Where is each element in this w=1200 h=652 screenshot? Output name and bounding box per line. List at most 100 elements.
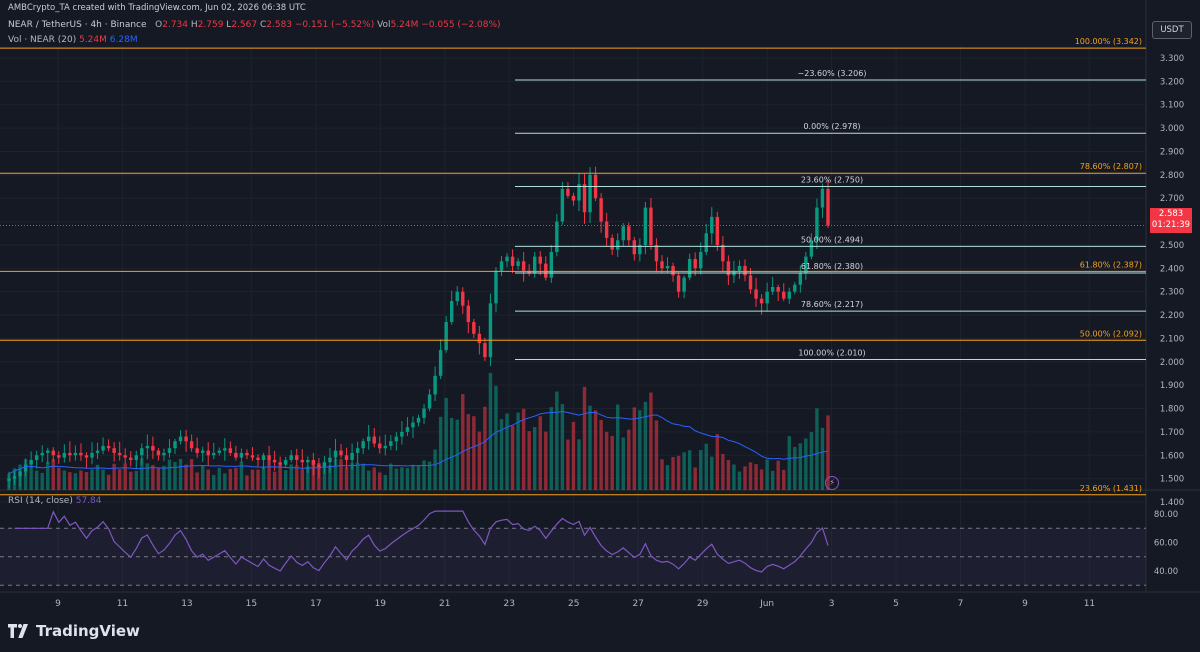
- candle-body: [378, 443, 382, 449]
- rsi-tick-label: 60.00: [1154, 539, 1178, 549]
- candle-body: [494, 270, 498, 304]
- y-tick-label: 1.900: [1160, 381, 1184, 391]
- candle-body: [84, 455, 89, 458]
- candle-body: [571, 195, 576, 201]
- volume-bar: [223, 473, 227, 490]
- volume-bar: [793, 447, 797, 490]
- candle-body: [272, 459, 277, 463]
- volume-bar: [472, 416, 476, 490]
- candle-body: [544, 263, 548, 278]
- volume-bar: [250, 469, 255, 490]
- volume-bar: [295, 465, 299, 490]
- volume-bar: [649, 392, 653, 490]
- candle-body: [549, 251, 554, 278]
- candle-body: [427, 394, 432, 409]
- volume-bar: [389, 463, 393, 490]
- fib-label-orange: 23.60% (1.431): [1080, 484, 1142, 493]
- currency-button[interactable]: USDT: [1152, 21, 1192, 39]
- y-tick-label: 1.600: [1160, 451, 1184, 461]
- candle-body: [737, 265, 742, 271]
- candle-body: [638, 244, 642, 255]
- candle-body: [472, 322, 476, 334]
- volume-bar: [46, 461, 50, 490]
- y-tick-label: 1.800: [1160, 405, 1184, 415]
- volume-bar: [101, 469, 105, 490]
- symbol-title[interactable]: NEAR / TetherUS · 4h · Binance: [8, 20, 147, 30]
- volume-bar: [488, 372, 493, 490]
- volume-bar: [616, 404, 620, 490]
- open-value: 2.734: [162, 20, 188, 30]
- candle-body: [145, 445, 150, 449]
- volume-bar: [200, 465, 205, 490]
- last-price: 2.583: [1158, 209, 1184, 219]
- y-tick-label: 2.200: [1160, 311, 1184, 321]
- volume-bar: [355, 462, 360, 490]
- tradingview-logo[interactable]: TradingView: [8, 622, 140, 640]
- candle-body: [212, 452, 216, 456]
- volume-bar: [184, 464, 188, 490]
- fib-label-teal: 78.60% (2.217): [801, 300, 863, 309]
- volume-label: Vol: [377, 20, 391, 30]
- candle-body: [394, 436, 399, 442]
- candle-body: [40, 452, 44, 456]
- candle-body: [759, 298, 764, 304]
- volume-bar: [57, 467, 61, 490]
- volume-bar: [112, 463, 116, 490]
- volume-bar: [40, 472, 44, 490]
- y-tick-label: 2.000: [1160, 358, 1184, 368]
- candle-body: [389, 441, 393, 446]
- volume-bar: [306, 466, 310, 490]
- x-tick-label: 21: [439, 599, 450, 609]
- candle-body: [200, 450, 205, 453]
- candle-body: [311, 459, 316, 465]
- volume-bar: [621, 437, 625, 490]
- candle-body: [787, 291, 791, 299]
- volume-bar: [782, 469, 786, 490]
- candle-body: [627, 226, 631, 241]
- volume-legend[interactable]: Vol · NEAR (20) 5.24M 6.28M: [8, 35, 138, 45]
- volume-bar: [378, 472, 382, 490]
- volume-bar: [156, 467, 161, 490]
- volume-ma-label: Vol · NEAR (20): [8, 35, 77, 45]
- candle-body: [217, 450, 221, 453]
- volume-bar: [234, 467, 238, 490]
- rsi-legend[interactable]: RSI (14, close) 57.84: [8, 496, 102, 506]
- volume-bar: [538, 416, 542, 490]
- candle-body: [676, 275, 681, 292]
- candle-body: [106, 445, 111, 449]
- candle-body: [555, 221, 559, 252]
- chart-credit: AMBCrypto_TA created with TradingView.co…: [8, 3, 306, 13]
- candle-body: [57, 455, 61, 458]
- candle-body: [616, 240, 620, 250]
- volume-bar: [660, 459, 664, 490]
- rsi-label: RSI (14, close): [8, 496, 73, 506]
- candle-body: [173, 441, 177, 449]
- fib-label-orange: 100.00% (3.342): [1075, 37, 1142, 46]
- volume-bar: [134, 470, 138, 490]
- candle-body: [162, 452, 166, 456]
- candle-body: [449, 301, 454, 323]
- volume-bar: [34, 470, 39, 490]
- candle-body: [461, 291, 465, 306]
- candle-body: [488, 303, 493, 358]
- fib-label-teal: 50.00% (2.494): [801, 235, 863, 244]
- candle-body: [649, 207, 653, 245]
- rsi-line: [14, 510, 829, 573]
- volume-bar: [383, 474, 388, 490]
- bolt-icon[interactable]: ⚡: [825, 476, 839, 490]
- candle-body: [250, 455, 255, 458]
- volume-bar: [826, 415, 830, 490]
- candle-body: [350, 452, 354, 460]
- volume-bar: [593, 410, 598, 490]
- candle-body: [643, 207, 648, 245]
- fib-label-teal: −23.60% (3.206): [798, 69, 867, 78]
- x-tick-label: 11: [117, 599, 128, 609]
- candle-body: [577, 184, 581, 201]
- volume-bar: [510, 425, 515, 490]
- volume-bar: [737, 471, 742, 490]
- candle-body: [560, 188, 565, 222]
- candle-body: [34, 455, 39, 460]
- volume-bar: [560, 404, 565, 490]
- volume-bar: [461, 394, 465, 490]
